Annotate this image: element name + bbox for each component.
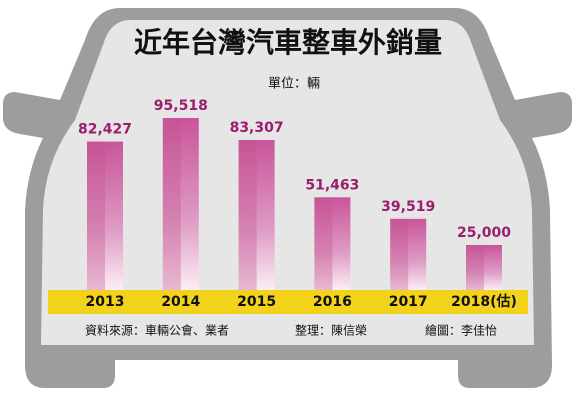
- value-label: 25,000: [457, 225, 511, 241]
- x-tick-label: 2016: [313, 294, 352, 310]
- source-note: 資料來源：車輛公會、業者: [85, 324, 229, 338]
- value-label: 39,519: [381, 199, 435, 215]
- bar: [238, 139, 275, 290]
- chart-subtitle: 單位：輛: [268, 77, 320, 92]
- value-label: 82,427: [78, 122, 132, 138]
- x-tick-label: 2014: [161, 294, 200, 310]
- bar: [314, 197, 351, 290]
- bar-shade: [314, 197, 333, 290]
- illustrator-note: 繪圖：李佳怡: [425, 323, 497, 338]
- bar: [87, 141, 123, 290]
- x-tick-label: 2013: [86, 294, 125, 310]
- x-tick-label: 2015: [237, 294, 276, 310]
- value-label: 83,307: [230, 120, 284, 136]
- value-label: 51,463: [305, 177, 359, 193]
- editor-note: 整理：陳信榮: [295, 323, 367, 338]
- bar: [466, 244, 502, 290]
- bar: [390, 218, 427, 290]
- x-tick-label: 2018(估): [451, 293, 517, 310]
- bar-shade: [466, 244, 484, 290]
- chart-title: 近年台灣汽車整車外銷量: [134, 26, 442, 59]
- x-tick-label: 2017: [389, 294, 428, 310]
- bar: [162, 118, 199, 290]
- value-label: 95,518: [154, 98, 208, 114]
- category-band: [48, 290, 528, 314]
- bar-shade: [238, 139, 257, 290]
- bar-shade: [162, 118, 181, 290]
- bar-shade: [87, 141, 105, 290]
- bar-shade: [390, 218, 409, 290]
